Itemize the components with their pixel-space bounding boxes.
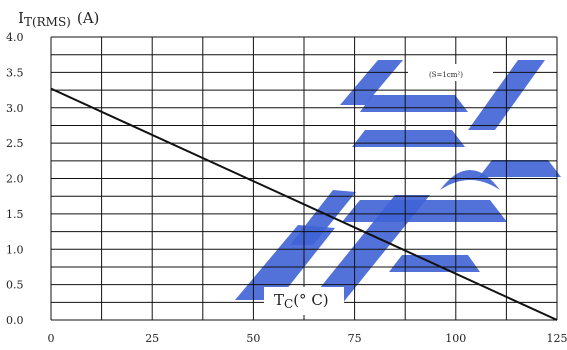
- annotation-label: (S=1cm²): [429, 71, 463, 79]
- x-label-box: [264, 287, 344, 315]
- watermark-shape: [479, 160, 561, 177]
- series-layer: [50, 87, 558, 321]
- y-axis-ticks: 0.0 0.5 1.0 1.5 2.0 2.5 3.0 3.5 4.0: [6, 31, 24, 327]
- y-tick-label: 3.5: [6, 66, 24, 79]
- y-tick-label: 0.0: [6, 314, 24, 327]
- y-label-main: I: [18, 9, 24, 27]
- y-tick-label: 4.0: [6, 31, 24, 44]
- watermark-shape: [342, 200, 507, 222]
- y-tick-label: 1.5: [6, 208, 24, 221]
- watermark-logo: [235, 60, 561, 315]
- y-label-unit: (A): [77, 9, 100, 27]
- y-label-sub: T(RMS): [24, 15, 71, 29]
- grid: [50, 36, 558, 321]
- x-label-sub: C: [284, 297, 293, 311]
- x-axis-label: TC(° C): [274, 291, 329, 311]
- series-line: [50, 87, 558, 321]
- x-label-main: T: [274, 291, 284, 309]
- watermark-shape: [440, 170, 500, 190]
- x-tick-label: 25: [145, 332, 159, 345]
- watermark-shape: [360, 95, 468, 112]
- y-tick-label: 2.0: [6, 173, 24, 186]
- y-axis-label: IT(RMS) (A): [18, 9, 99, 29]
- y-tick-label: 2.5: [6, 137, 24, 150]
- x-tick-label: 0: [48, 332, 55, 345]
- x-tick-label: 50: [246, 332, 260, 345]
- x-tick-label: 100: [445, 332, 466, 345]
- watermark-shape: [352, 130, 465, 147]
- y-tick-label: 3.0: [6, 102, 24, 115]
- y-tick-label: 0.5: [6, 279, 24, 292]
- y-tick-label: 1.0: [6, 243, 24, 256]
- x-axis-ticks: 0 25 50 75 100 125: [48, 332, 567, 345]
- x-tick-label: 75: [348, 332, 362, 345]
- annotation-box: [408, 64, 493, 81]
- x-tick-label: 125: [547, 332, 567, 345]
- x-label-unit: (° C): [293, 291, 328, 309]
- watermark-shape: [340, 60, 403, 105]
